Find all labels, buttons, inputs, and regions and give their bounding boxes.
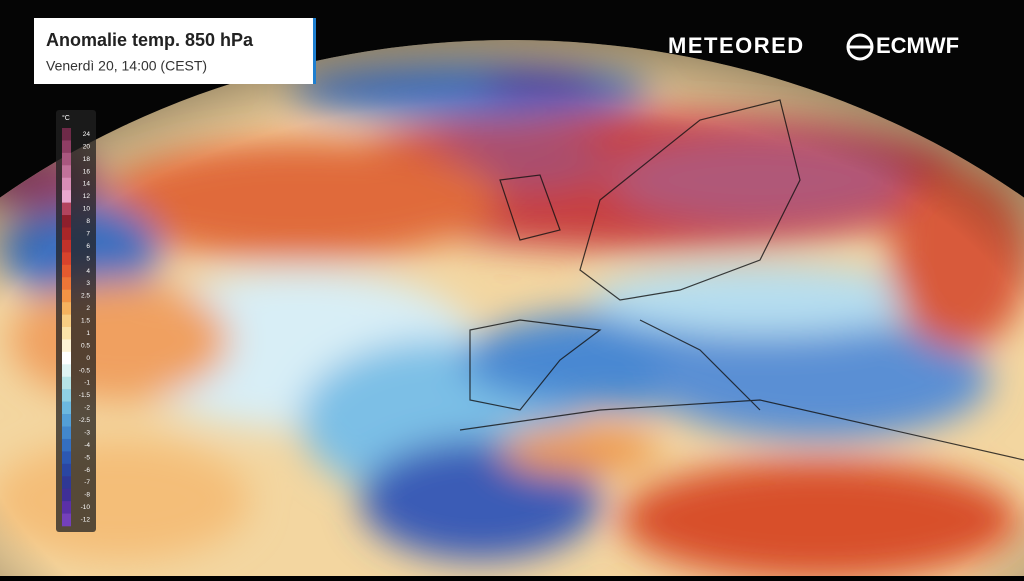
legend-swatch [62,140,71,154]
legend-swatch [62,488,71,502]
legend-label: 2 [86,305,90,312]
legend-swatch [62,401,71,415]
legend-label: -4 [84,442,90,449]
legend-label: -2 [84,405,90,412]
legend-label: 1.5 [81,318,90,325]
legend-label: 4 [86,268,90,275]
ecmwf-icon [846,33,874,61]
legend-label: 12 [83,193,91,200]
legend-label: -0.5 [79,367,91,374]
legend-swatch [62,202,71,216]
legend-swatch [62,438,71,452]
legend-swatch [62,190,71,203]
legend-swatch [62,389,71,402]
legend-swatch [62,177,71,191]
legend-label: 6 [86,243,90,250]
legend-swatch [62,501,71,514]
legend-label: -8 [84,492,90,499]
legend-label: -2.5 [79,417,91,424]
legend-swatch [62,463,71,477]
legend-swatch [62,215,71,228]
legend-label: -1.5 [79,392,91,399]
legend-label: 3 [86,280,90,287]
legend-label: 16 [83,168,91,175]
legend-label: -1 [84,380,90,387]
legend-swatch [62,314,71,328]
subtitle: Venerdì 20, 14:00 (CEST) [46,58,207,74]
legend-swatch [62,339,71,353]
title: Anomalie temp. 850 hPa [46,30,254,50]
legend-label: 20 [83,143,91,150]
legend-swatch [62,252,71,266]
legend-swatch [62,289,71,303]
legend-label: -12 [81,517,91,524]
legend-label: 7 [86,230,90,237]
legend-swatch [62,302,71,315]
legend-label: 8 [86,218,90,225]
legend-label: 0 [86,355,90,362]
legend-label: 5 [86,255,90,262]
legend-label: 10 [83,206,91,213]
legend-label: 2.5 [81,293,90,300]
legend-swatch [62,351,71,365]
legend-label: -10 [81,504,91,511]
legend-swatch [62,152,71,166]
legend-swatch [62,364,71,378]
legend-swatch [62,128,71,141]
legend-swatch [62,264,71,278]
title-accent [313,18,316,84]
legend-swatch [62,426,71,440]
legend-label: -3 [84,429,90,436]
legend: 24 20 18 16 14 12 10 8 7 6 5 4 3 2.5 2 1.5 1 0.5 0 -0.5 -1 -1… [62,128,91,527]
legend-swatch [62,414,71,427]
logo-meteored: METEORED [668,33,805,58]
legend-label: -5 [84,454,90,461]
legend-swatch [62,239,71,253]
legend-swatch [62,476,71,489]
legend-unit: °C [62,114,70,122]
legend-swatch [62,451,71,465]
legend-label: -7 [84,479,90,486]
legend-swatch [62,165,71,179]
legend-label: 1 [86,330,90,337]
legend-label: 14 [83,181,91,188]
legend-label: 18 [83,156,91,163]
legend-swatch [62,277,71,290]
legend-swatch [62,376,71,390]
title-box [34,18,316,84]
legend-label: 24 [83,131,91,138]
logo-ecmwf: ECMWF [876,33,959,58]
legend-label: -6 [84,467,90,474]
legend-label: 0.5 [81,342,90,349]
legend-swatch [62,327,71,340]
legend-swatch [62,227,71,241]
legend-swatch [62,513,71,527]
